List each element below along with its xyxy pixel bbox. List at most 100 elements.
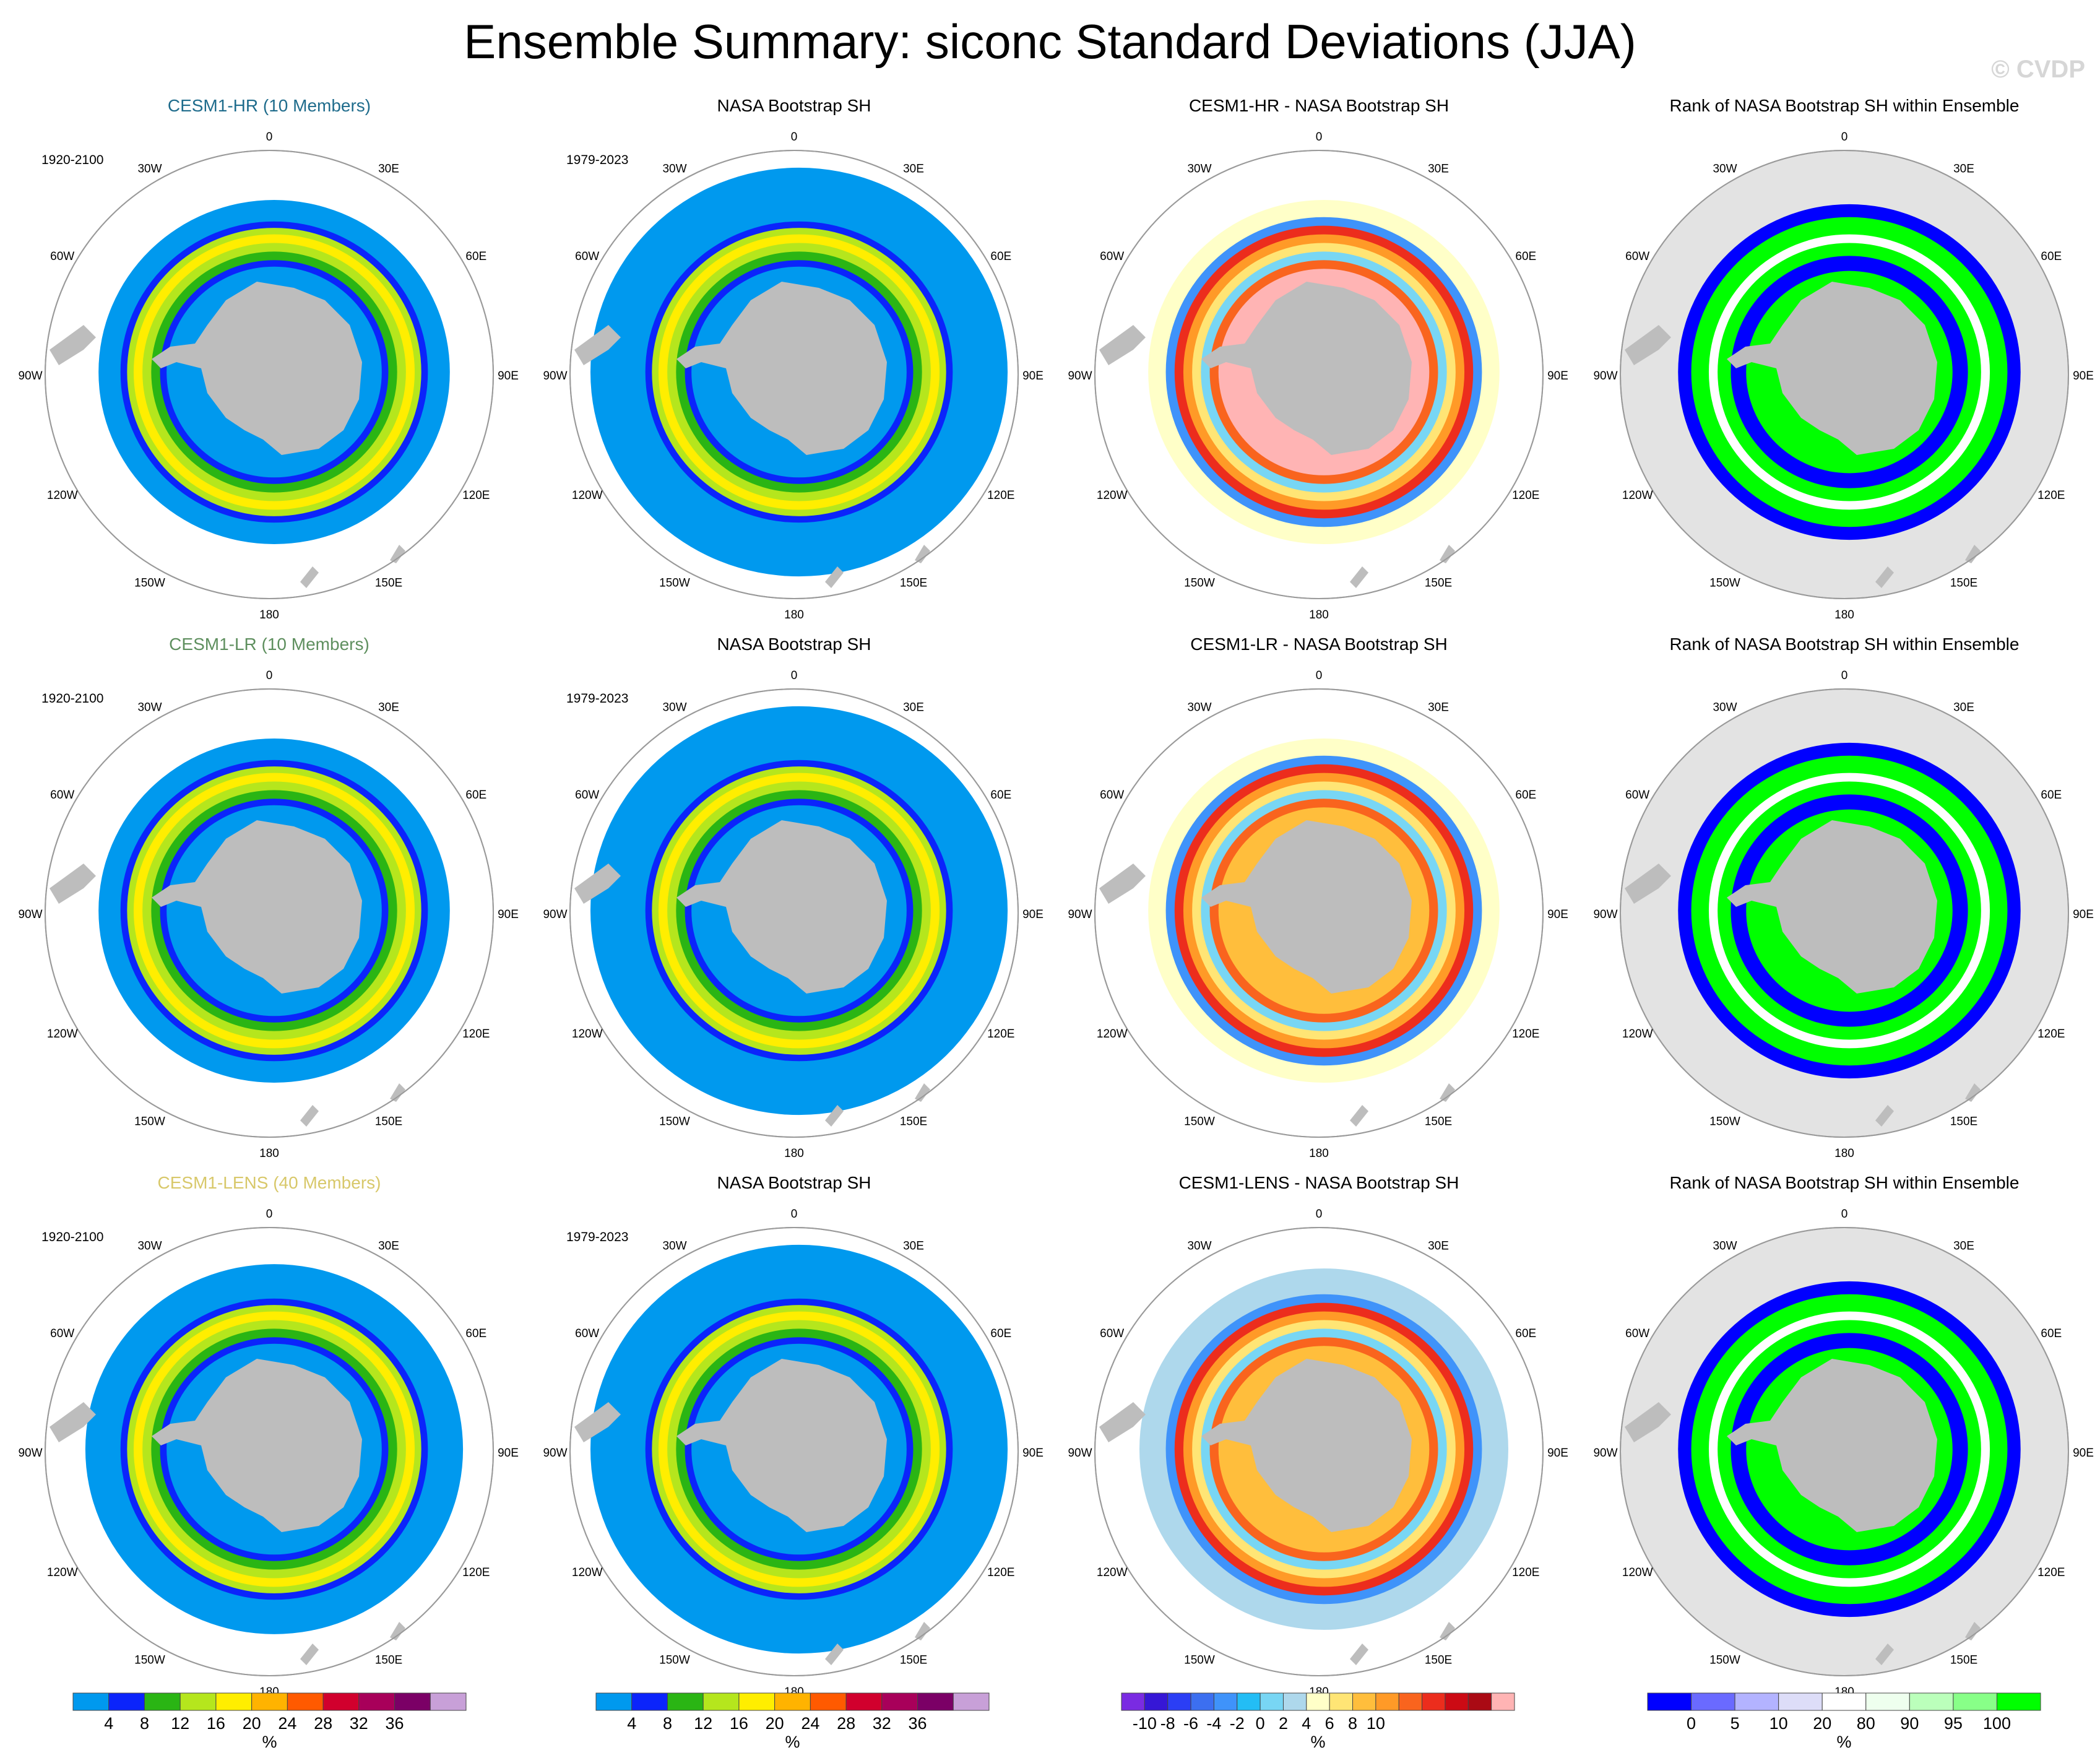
longitude-label-120w: 120W xyxy=(1622,489,1653,502)
panel-title-obs: NASA Bootstrap SH xyxy=(717,1173,871,1192)
colorbar-swatch xyxy=(845,1692,883,1711)
longitude-label-30w: 30W xyxy=(1187,701,1211,714)
colorbar-swatch xyxy=(810,1692,847,1711)
longitude-label-150e: 150E xyxy=(900,1115,927,1128)
colorbar-tick-label: 8 xyxy=(140,1714,149,1733)
longitude-label-60w: 60W xyxy=(575,789,599,802)
south-america-tip xyxy=(574,864,621,904)
longitude-label-0: 0 xyxy=(1316,669,1323,682)
longitude-label-30w: 30W xyxy=(662,1240,686,1253)
longitude-label-30w: 30W xyxy=(137,701,162,714)
colorbar-swatch xyxy=(1329,1692,1354,1711)
longitude-label-90w: 90W xyxy=(1068,370,1092,383)
south-america-tip xyxy=(50,325,96,365)
colorbar-swatch xyxy=(702,1692,740,1711)
tasmania xyxy=(1965,1083,1981,1102)
period-label-obs: 1979-2023 xyxy=(566,691,628,706)
colorbar-tick-label: 20 xyxy=(766,1714,784,1733)
new-zealand xyxy=(825,566,844,588)
longitude-label-150e: 150E xyxy=(375,1115,402,1128)
longitude-label-120e: 120E xyxy=(2037,1566,2065,1579)
longitude-label-30w: 30W xyxy=(662,701,686,714)
tasmania xyxy=(1440,1083,1455,1102)
longitude-label-30w: 30W xyxy=(1713,1240,1737,1253)
longitude-label-180: 180 xyxy=(784,609,804,622)
new-zealand xyxy=(1350,1105,1368,1127)
longitude-label-30w: 30W xyxy=(1713,701,1737,714)
longitude-label-90w: 90W xyxy=(543,1447,567,1460)
south-america-tip xyxy=(1625,864,1671,904)
longitude-label-150w: 150W xyxy=(1184,576,1215,589)
longitude-label-120e: 120E xyxy=(462,1566,490,1579)
antarctica-landmass xyxy=(676,820,887,994)
period-label-model: 1920-2100 xyxy=(41,153,103,167)
colorbar-tick-label: 10 xyxy=(1769,1714,1788,1733)
longitude-label-120w: 120W xyxy=(572,489,603,502)
colorbar-swatch xyxy=(1996,1692,2041,1711)
longitude-label-120w: 120W xyxy=(1097,1566,1128,1579)
colorbar-swatch xyxy=(1144,1692,1169,1711)
colorbar-swatch xyxy=(1167,1692,1191,1711)
colorbar-tick-label: 20 xyxy=(1813,1714,1831,1733)
south-america-tip xyxy=(50,1402,96,1442)
longitude-label-0: 0 xyxy=(1841,669,1848,682)
polar-map-std-r1: 0 30E 60E 90E 120E 150E 180 150W 120W 90W 60W 30W xyxy=(543,131,1043,622)
new-zealand xyxy=(300,566,319,588)
figure-title: Ensemble Summary: siconc Standard Deviat… xyxy=(464,14,1636,69)
longitude-label-60w: 60W xyxy=(50,789,74,802)
longitude-label-120w: 120W xyxy=(47,489,78,502)
polar-map-std-r2: 0 30E 60E 90E 120E 150E 180 150W 120W 90W 60W 30W xyxy=(18,669,518,1160)
colorbar-tick-label: 100 xyxy=(1983,1714,2011,1733)
longitude-label-120e: 120E xyxy=(1512,1566,1539,1579)
longitude-label-180: 180 xyxy=(1309,609,1329,622)
colorbar-swatch xyxy=(1445,1692,1469,1711)
longitude-label-120e: 120E xyxy=(1512,1028,1539,1041)
longitude-label-0: 0 xyxy=(1841,131,1848,144)
longitude-label-120w: 120W xyxy=(1097,1028,1128,1041)
colorbar-tick-label: 6 xyxy=(1325,1714,1334,1733)
longitude-label-90w: 90W xyxy=(18,908,42,921)
new-zealand xyxy=(1350,1644,1368,1665)
longitude-label-90e: 90E xyxy=(1022,1447,1044,1460)
map-border xyxy=(45,688,494,1138)
colorbar-swatch xyxy=(179,1692,217,1711)
new-zealand xyxy=(1875,1105,1894,1127)
south-america-tip xyxy=(574,325,621,365)
longitude-label-120e: 120E xyxy=(987,1028,1014,1041)
longitude-label-60e: 60E xyxy=(2041,250,2062,263)
longitude-label-90w: 90W xyxy=(18,1447,42,1460)
std-colorbar: 4 8 12 16 20 24 28 32 36% xyxy=(72,1692,467,1751)
period-label-model: 1920-2100 xyxy=(41,691,103,706)
longitude-label-120e: 120E xyxy=(2037,489,2065,502)
longitude-label-60w: 60W xyxy=(1625,1327,1649,1340)
longitude-label-60e: 60E xyxy=(465,789,486,802)
antarctica-landmass xyxy=(1727,820,1937,994)
colorbar-unit: % xyxy=(1310,1733,1325,1751)
longitude-label-150e: 150E xyxy=(1950,1115,1977,1128)
longitude-label-120e: 120E xyxy=(2037,1028,2065,1041)
polar-map-rank-r1: 0 30E 60E 90E 120E 150E 180 150W 120W 90W 60W 30W xyxy=(1593,131,2093,622)
colorbar-swatch xyxy=(215,1692,253,1711)
new-zealand xyxy=(300,1644,319,1665)
colorbar-swatch xyxy=(394,1692,431,1711)
diff-colorbar: -10 -8 -6 -4 -2 0 2 4 6 8 10% xyxy=(1121,1692,1515,1751)
longitude-label-120e: 120E xyxy=(462,1028,490,1041)
colorbar-swatch xyxy=(1691,1692,1735,1711)
panel-title-rank: Rank of NASA Bootstrap SH within Ensembl… xyxy=(1670,635,2020,654)
longitude-label-90e: 90E xyxy=(498,1447,519,1460)
colorbar-tick-label: 28 xyxy=(314,1714,332,1733)
south-america-tip xyxy=(1625,1402,1671,1442)
rank-colorbar: 0 5 10 20 80 90 95 100% xyxy=(1647,1692,2041,1751)
longitude-label-60w: 60W xyxy=(50,250,74,263)
longitude-label-30w: 30W xyxy=(662,163,686,176)
longitude-label-150w: 150W xyxy=(659,1115,690,1128)
colorbar-unit: % xyxy=(1836,1733,1851,1751)
colorbar-tick-label: -6 xyxy=(1183,1714,1198,1733)
longitude-label-90e: 90E xyxy=(2073,1447,2094,1460)
longitude-label-90e: 90E xyxy=(1022,908,1044,921)
longitude-label-0: 0 xyxy=(1316,1208,1323,1221)
map-border xyxy=(1094,688,1544,1138)
longitude-label-30e: 30E xyxy=(1953,701,1974,714)
south-america-tip xyxy=(1625,325,1671,365)
